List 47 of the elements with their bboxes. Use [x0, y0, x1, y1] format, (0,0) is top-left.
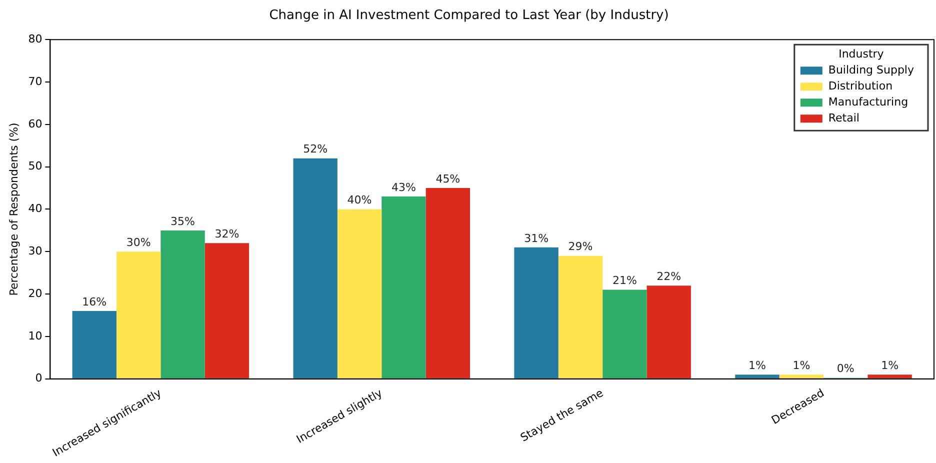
bar [868, 374, 912, 378]
data-label: 16% [82, 295, 107, 308]
data-label: 32% [214, 228, 240, 241]
bar [558, 256, 603, 378]
bar [293, 158, 338, 378]
data-label: 52% [303, 142, 328, 156]
legend-label: Building Supply [828, 63, 914, 76]
legend-title: Industry [838, 47, 884, 60]
data-label: 22% [656, 270, 682, 283]
data-label: 29% [568, 240, 593, 254]
bar [116, 252, 161, 378]
data-label: 1% [881, 358, 899, 372]
bar [779, 374, 824, 378]
data-label: 43% [391, 180, 416, 194]
bar [337, 209, 382, 378]
y-tick-label: 10 [28, 329, 42, 342]
data-label: 45% [436, 172, 460, 186]
y-tick-label: 60 [28, 117, 42, 130]
bar [382, 196, 426, 378]
y-axis-title: Percentage of Respondents (%) [7, 122, 20, 296]
y-tick-label: 40 [28, 202, 42, 216]
legend-label: Manufacturing [828, 95, 908, 108]
y-tick-label: 0 [35, 372, 42, 385]
data-label: 35% [170, 214, 195, 228]
y-tick-label: 30 [28, 244, 42, 258]
data-label: 30% [126, 236, 151, 250]
bar [602, 290, 647, 378]
bar [514, 247, 558, 378]
bar [646, 286, 691, 378]
y-tick-label: 80 [28, 32, 42, 46]
y-tick-label: 20 [28, 286, 42, 300]
data-label: 21% [612, 274, 637, 288]
data-label: 31% [524, 232, 549, 245]
data-label: 1% [748, 358, 766, 372]
y-tick-label: 50 [28, 160, 42, 173]
data-label: 1% [792, 358, 810, 372]
bar [426, 188, 470, 378]
data-label: 40% [347, 194, 372, 207]
bar [735, 374, 780, 378]
data-label: 0% [836, 362, 854, 376]
bar [204, 243, 250, 378]
legend-label: Retail [828, 111, 860, 124]
bar [160, 230, 205, 378]
bar [72, 311, 116, 378]
legend-label: Distribution [828, 79, 893, 92]
y-tick-label: 70 [28, 74, 42, 88]
chart-title: Change in AI Investment Compared to Last Year (by Industry) [269, 8, 669, 24]
